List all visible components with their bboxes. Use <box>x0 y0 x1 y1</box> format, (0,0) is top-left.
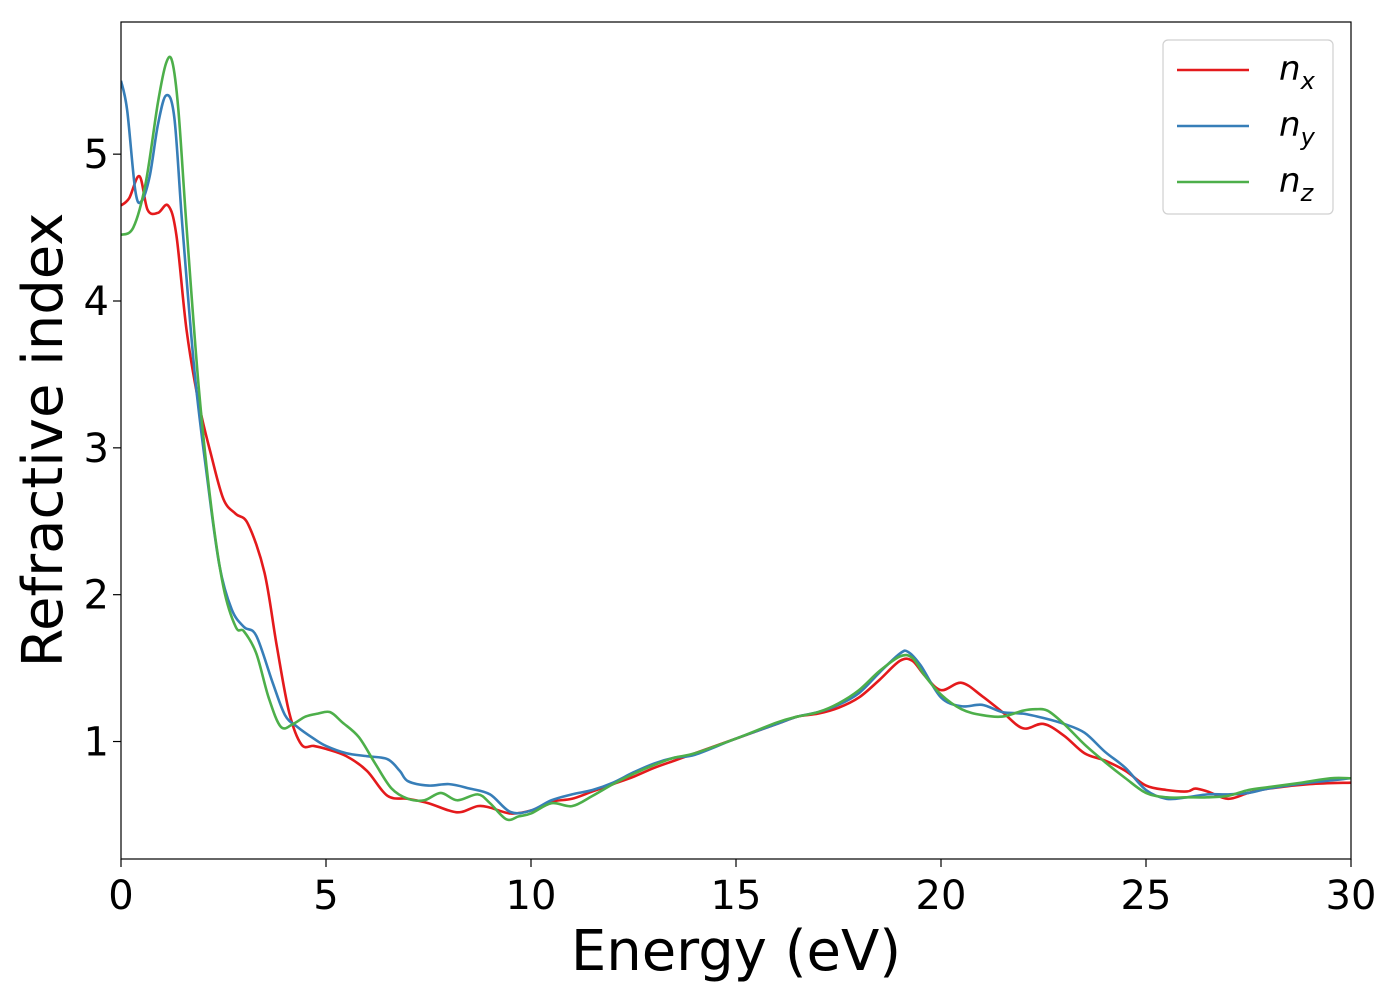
y-tick-label: 1 <box>84 720 109 766</box>
legend-label-nx: nx <box>1279 49 1316 95</box>
x-tick-label: 15 <box>711 873 762 919</box>
x-tick-label: 0 <box>108 873 133 919</box>
ticks-layer: 0 5 10 15 20 25 30 1 2 3 4 5 <box>84 132 1377 919</box>
x-tick-label: 20 <box>916 873 967 919</box>
legend-label-ny: ny <box>1279 105 1316 151</box>
y-tick-label: 2 <box>84 573 109 619</box>
y-tick-label: 3 <box>84 426 109 472</box>
x-tick-label: 10 <box>506 873 557 919</box>
series-line-nz <box>121 55 1351 822</box>
series-layer <box>121 55 1351 822</box>
x-axis-title: Energy (eV) <box>571 919 901 984</box>
y-axis-title: Refractive index <box>11 213 76 668</box>
x-tick-label: 25 <box>1121 873 1172 919</box>
x-tick-label: 5 <box>313 873 338 919</box>
y-tick-label: 4 <box>84 279 109 325</box>
x-tick-label: 30 <box>1326 873 1377 919</box>
y-tick-label: 5 <box>84 132 109 178</box>
